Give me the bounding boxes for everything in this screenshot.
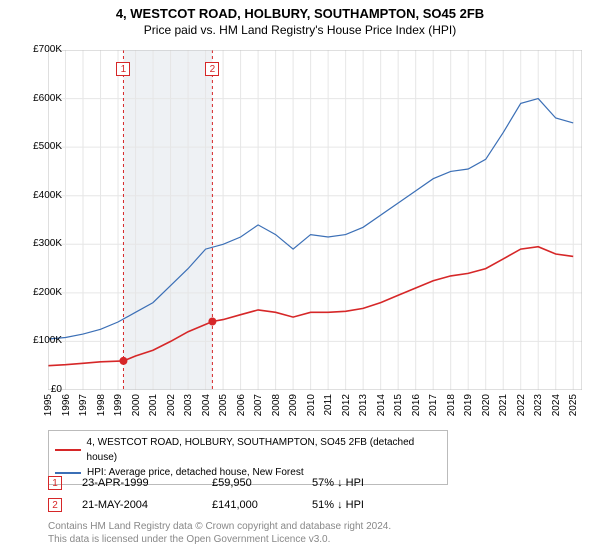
sales-marker-box: 2 — [48, 498, 62, 512]
legend-label: 4, WESTCOT ROAD, HOLBURY, SOUTHAMPTON, S… — [87, 435, 441, 465]
y-tick-label: £300K — [22, 238, 62, 249]
x-tick-label: 2018 — [446, 394, 457, 416]
x-tick-label: 1997 — [78, 394, 89, 416]
y-tick-label: £700K — [22, 44, 62, 55]
x-tick-label: 2013 — [358, 394, 369, 416]
sale-marker-box: 2 — [205, 62, 219, 76]
x-tick-label: 2010 — [306, 394, 317, 416]
x-tick-label: 2012 — [341, 394, 352, 416]
y-tick-label: £0 — [22, 384, 62, 395]
x-tick-label: 2022 — [516, 394, 527, 416]
x-tick-label: 2006 — [236, 394, 247, 416]
chart-area — [48, 50, 582, 390]
sales-date: 21-MAY-2004 — [82, 499, 192, 511]
x-tick-label: 2009 — [288, 394, 299, 416]
title-sub: Price paid vs. HM Land Registry's House … — [0, 23, 600, 37]
y-tick-label: £200K — [22, 287, 62, 298]
x-tick-label: 1996 — [61, 394, 72, 416]
footer: Contains HM Land Registry data © Crown c… — [48, 520, 391, 546]
x-tick-label: 2021 — [498, 394, 509, 416]
sales-price: £141,000 — [212, 499, 292, 511]
sales-row: 1 23-APR-1999 £59,950 57% ↓ HPI — [48, 472, 412, 494]
x-tick-label: 2024 — [551, 394, 562, 416]
title-main: 4, WESTCOT ROAD, HOLBURY, SOUTHAMPTON, S… — [0, 6, 600, 21]
title-block: 4, WESTCOT ROAD, HOLBURY, SOUTHAMPTON, S… — [0, 0, 600, 41]
x-tick-label: 2000 — [131, 394, 142, 416]
legend-swatch — [55, 449, 81, 451]
x-tick-label: 2019 — [463, 394, 474, 416]
x-tick-label: 2003 — [183, 394, 194, 416]
x-tick-label: 2023 — [533, 394, 544, 416]
y-tick-label: £400K — [22, 190, 62, 201]
line-chart-svg — [48, 50, 582, 390]
x-tick-label: 2014 — [376, 394, 387, 416]
x-tick-label: 2007 — [253, 394, 264, 416]
x-tick-label: 2020 — [481, 394, 492, 416]
x-tick-label: 2011 — [323, 394, 334, 416]
x-tick-label: 2005 — [218, 394, 229, 416]
x-tick-label: 2001 — [148, 394, 159, 416]
x-tick-label: 2002 — [166, 394, 177, 416]
sales-row: 2 21-MAY-2004 £141,000 51% ↓ HPI — [48, 494, 412, 516]
x-tick-label: 1995 — [43, 394, 54, 416]
sales-price: £59,950 — [212, 477, 292, 489]
x-tick-label: 2016 — [411, 394, 422, 416]
legend-item: 4, WESTCOT ROAD, HOLBURY, SOUTHAMPTON, S… — [55, 435, 441, 465]
sales-marker-box: 1 — [48, 476, 62, 490]
sales-delta: 57% ↓ HPI — [312, 477, 412, 489]
footer-line: Contains HM Land Registry data © Crown c… — [48, 520, 391, 533]
x-tick-label: 2004 — [201, 394, 212, 416]
x-tick-label: 2015 — [393, 394, 404, 416]
sales-date: 23-APR-1999 — [82, 477, 192, 489]
footer-line: This data is licensed under the Open Gov… — [48, 533, 391, 546]
sale-marker-box: 1 — [116, 62, 130, 76]
x-tick-label: 2008 — [271, 394, 282, 416]
y-tick-label: £500K — [22, 141, 62, 152]
x-tick-label: 2025 — [568, 394, 579, 416]
y-tick-label: £600K — [22, 93, 62, 104]
y-tick-label: £100K — [22, 335, 62, 346]
sales-table: 1 23-APR-1999 £59,950 57% ↓ HPI 2 21-MAY… — [48, 472, 412, 516]
chart-container: 4, WESTCOT ROAD, HOLBURY, SOUTHAMPTON, S… — [0, 0, 600, 560]
x-tick-label: 1998 — [96, 394, 107, 416]
x-tick-label: 2017 — [428, 394, 439, 416]
sales-delta: 51% ↓ HPI — [312, 499, 412, 511]
x-tick-label: 1999 — [113, 394, 124, 416]
